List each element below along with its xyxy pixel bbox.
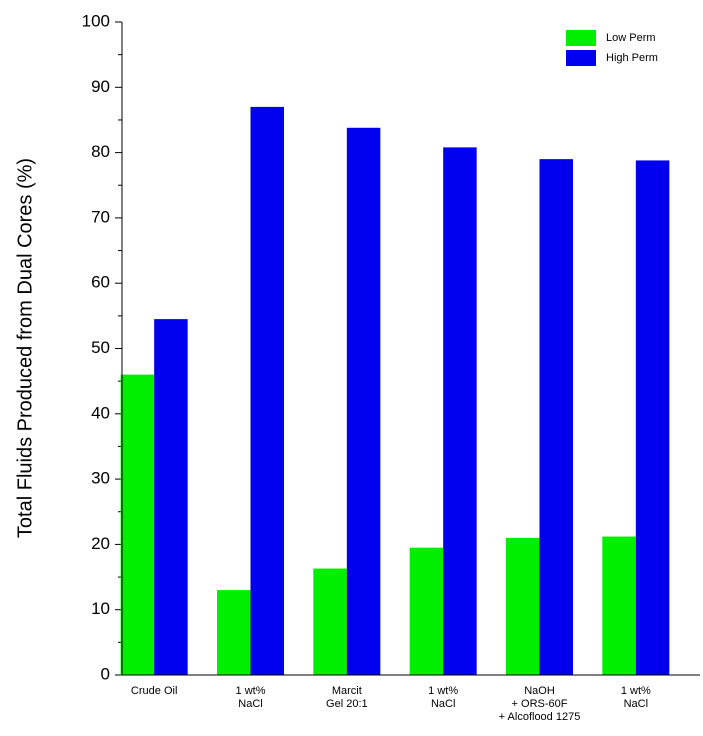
y-tick-label: 70 bbox=[91, 207, 110, 226]
y-tick-label: 30 bbox=[91, 469, 110, 488]
bar bbox=[154, 319, 188, 675]
y-tick-label: 90 bbox=[91, 77, 110, 96]
x-tick-label: Marcit bbox=[332, 685, 362, 697]
legend-label: Low Perm bbox=[606, 32, 656, 44]
x-tick-label: + ORS-60F bbox=[512, 698, 568, 710]
x-tick-label: 1 wt% bbox=[621, 685, 651, 697]
x-tick-label: NaOH bbox=[524, 685, 555, 697]
y-tick-label: 60 bbox=[91, 273, 110, 292]
x-tick-label: 1 wt% bbox=[428, 685, 458, 697]
x-tick-label: Crude Oil bbox=[131, 685, 177, 697]
bar bbox=[217, 590, 251, 675]
bar bbox=[313, 568, 347, 675]
bar bbox=[250, 106, 284, 675]
bar bbox=[120, 374, 155, 675]
y-tick-label: 20 bbox=[91, 534, 110, 553]
y-tick-label: 50 bbox=[91, 338, 110, 357]
x-tick-label: NaCl bbox=[238, 698, 262, 710]
y-tick-label: 0 bbox=[101, 664, 110, 683]
x-tick-label: 1 wt% bbox=[236, 685, 266, 697]
bar bbox=[506, 537, 540, 675]
y-tick-label: 100 bbox=[82, 11, 110, 30]
x-tick-label: + Alcoflood 1275 bbox=[499, 711, 581, 723]
bar bbox=[346, 127, 381, 675]
legend-swatch bbox=[566, 30, 596, 46]
legend-label: High Perm bbox=[606, 52, 658, 64]
y-tick-label: 80 bbox=[91, 142, 110, 161]
x-tick-label: Gel 20:1 bbox=[326, 698, 368, 710]
y-tick-label: 10 bbox=[91, 599, 110, 618]
y-tick-label: 40 bbox=[91, 403, 110, 422]
x-tick-label: NaCl bbox=[624, 698, 648, 710]
x-tick-label: NaCl bbox=[431, 698, 455, 710]
bar bbox=[635, 160, 670, 675]
bar bbox=[443, 147, 477, 676]
bar bbox=[602, 536, 636, 675]
bar bbox=[409, 547, 444, 675]
bar bbox=[539, 159, 573, 675]
y-axis-label: Total Fluids Produced from Dual Cores (%… bbox=[14, 158, 36, 538]
legend-swatch bbox=[566, 50, 596, 66]
